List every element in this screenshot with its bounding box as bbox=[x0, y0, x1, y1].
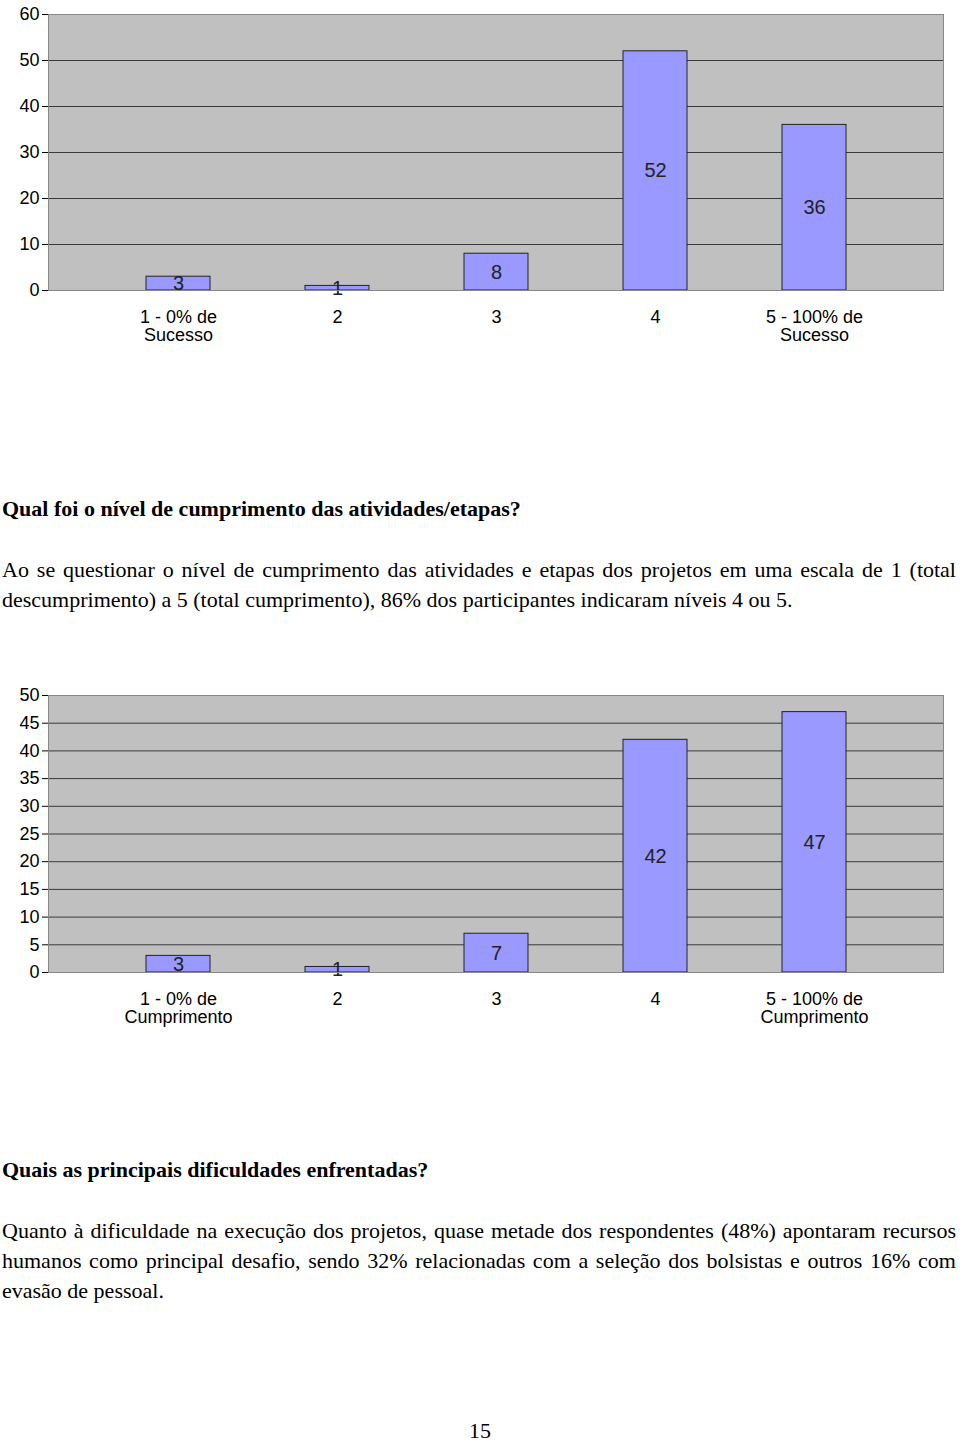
html-text:15: 15 bbox=[469, 1418, 491, 1443]
svg-text:42: 42 bbox=[644, 845, 666, 867]
html-text:Quais as principais dificuldad: Quais as principais dificuldades enfrent… bbox=[2, 1157, 429, 1182]
svg-text:3: 3 bbox=[491, 989, 501, 1009]
html-text:Ao se questionar o nível de cu: Ao se questionar o nível de cumprimento … bbox=[2, 557, 956, 612]
svg-text:40: 40 bbox=[19, 741, 39, 761]
svg-text:1 - 0% deSucesso: 1 - 0% deSucesso bbox=[140, 307, 217, 345]
svg-text:25: 25 bbox=[19, 824, 39, 844]
svg-text:3: 3 bbox=[491, 307, 501, 327]
svg-text:4: 4 bbox=[650, 307, 660, 327]
svg-text:1: 1 bbox=[332, 958, 343, 980]
svg-text:15: 15 bbox=[19, 879, 39, 899]
svg-text:0: 0 bbox=[29, 280, 39, 300]
svg-text:40: 40 bbox=[19, 96, 39, 116]
svg-text:20: 20 bbox=[19, 851, 39, 871]
svg-text:47: 47 bbox=[803, 831, 825, 853]
svg-text:30: 30 bbox=[19, 142, 39, 162]
svg-text:5 - 100% deSucesso: 5 - 100% deSucesso bbox=[766, 307, 863, 345]
svg-text:36: 36 bbox=[803, 196, 825, 218]
svg-text:1: 1 bbox=[332, 277, 343, 299]
svg-text:20: 20 bbox=[19, 188, 39, 208]
svg-text:60: 60 bbox=[19, 4, 39, 24]
svg-text:10: 10 bbox=[19, 907, 39, 927]
svg-text:5 - 100% deCumprimento: 5 - 100% deCumprimento bbox=[760, 989, 868, 1027]
svg-text:50: 50 bbox=[19, 685, 39, 705]
svg-text:2: 2 bbox=[332, 307, 342, 327]
svg-text:5: 5 bbox=[29, 935, 39, 955]
svg-text:3: 3 bbox=[172, 272, 185, 294]
svg-text:35: 35 bbox=[19, 768, 39, 788]
svg-text:4: 4 bbox=[650, 989, 660, 1009]
svg-text:52: 52 bbox=[644, 159, 666, 181]
svg-text:50: 50 bbox=[19, 50, 39, 70]
svg-text:8: 8 bbox=[491, 261, 502, 283]
svg-text:3: 3 bbox=[173, 953, 184, 975]
html-text:Quanto à dificuldade na execuç: Quanto à dificuldade na execução dos pro… bbox=[2, 1218, 956, 1303]
svg-text:7: 7 bbox=[491, 942, 502, 964]
svg-text:45: 45 bbox=[19, 713, 39, 733]
svg-text:10: 10 bbox=[19, 234, 39, 254]
svg-text:2: 2 bbox=[332, 989, 342, 1009]
svg-text:0: 0 bbox=[29, 962, 39, 982]
svg-text:30: 30 bbox=[19, 796, 39, 816]
html-text:Qual foi o nível de cumpriment: Qual foi o nível de cumprimento das ativ… bbox=[2, 496, 521, 521]
svg-text:1 - 0% deCumprimento: 1 - 0% deCumprimento bbox=[124, 989, 232, 1027]
